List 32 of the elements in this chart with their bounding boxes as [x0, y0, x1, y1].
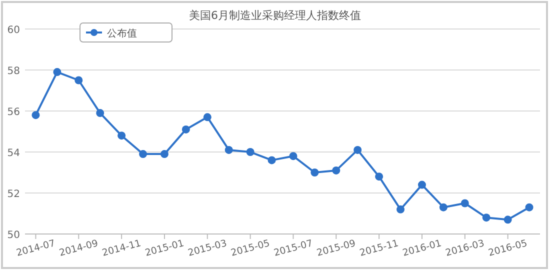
legend-label: 公布值 [107, 28, 137, 40]
point [439, 203, 448, 212]
point [74, 76, 83, 84]
y-tick-label: 58 [7, 66, 20, 77]
point [203, 113, 212, 122]
point [418, 180, 426, 189]
chart-title: 美国6月制造业采购经理人指数终值 [189, 9, 361, 22]
point [310, 168, 319, 176]
point [525, 203, 534, 212]
point [396, 205, 405, 214]
point [289, 152, 298, 160]
point [53, 68, 62, 76]
point [460, 199, 469, 208]
point [118, 132, 126, 140]
y-tick-label: 52 [7, 189, 20, 200]
point [482, 214, 490, 222]
point [160, 150, 168, 158]
y-tick-label: 54 [7, 148, 20, 159]
point [139, 150, 148, 158]
point [504, 216, 512, 224]
point [224, 146, 233, 154]
point [246, 148, 254, 156]
point [375, 172, 384, 181]
point [32, 111, 40, 120]
point [182, 125, 190, 134]
point [354, 146, 362, 154]
point [332, 166, 340, 174]
y-tick-label: 56 [7, 107, 20, 118]
point [96, 109, 104, 118]
y-tick-label: 50 [7, 230, 20, 241]
point [268, 156, 276, 164]
y-tick-label: 60 [7, 25, 20, 36]
